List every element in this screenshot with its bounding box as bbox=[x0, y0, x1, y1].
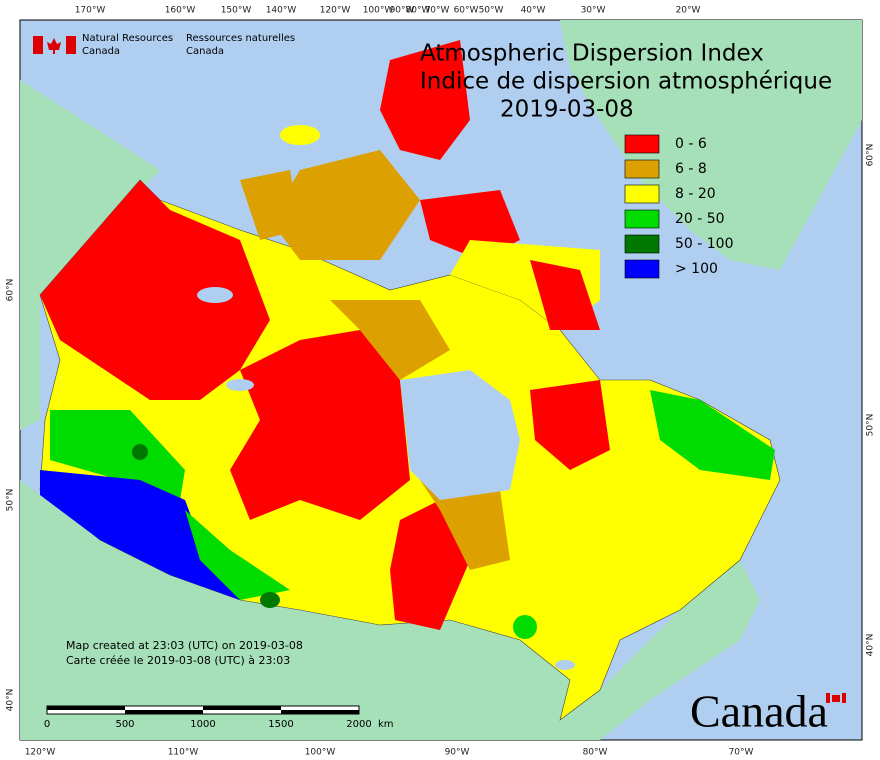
legend-swatch bbox=[624, 234, 660, 254]
legend-swatch bbox=[624, 209, 660, 229]
zone bbox=[650, 390, 775, 480]
legend-label: 50 - 100 bbox=[675, 236, 734, 252]
graticule-label: 90°W bbox=[390, 6, 415, 16]
zone bbox=[132, 444, 148, 460]
scale-label: 0 bbox=[44, 719, 50, 730]
title: Atmospheric Dispersion Index bbox=[420, 41, 764, 67]
note: Map created at 23:03 (UTC) on 2019-03-08 bbox=[66, 639, 303, 652]
graticule-label: 50°N bbox=[866, 414, 876, 437]
zone bbox=[185, 510, 290, 600]
zone bbox=[420, 480, 510, 570]
graticule-label: 40°N bbox=[866, 634, 876, 657]
scale-unit: km bbox=[378, 719, 394, 730]
flag-bar bbox=[66, 36, 76, 54]
zone bbox=[230, 330, 410, 520]
graticule-label: 70°W bbox=[425, 6, 450, 16]
legend-label: 20 - 50 bbox=[675, 211, 725, 227]
graticule-label: 100°W bbox=[305, 748, 336, 758]
dept-fr: Canada bbox=[186, 46, 224, 57]
scale-bar bbox=[203, 706, 281, 710]
basemap bbox=[20, 20, 862, 740]
legend-label: 0 - 6 bbox=[675, 136, 707, 152]
graticule-label: 30°W bbox=[581, 6, 606, 16]
scale-label: 1500 bbox=[268, 719, 293, 730]
legend-swatch bbox=[624, 134, 660, 154]
legend-swatch bbox=[624, 184, 660, 204]
graticule-label: 60°W bbox=[454, 6, 479, 16]
maple-leaf bbox=[47, 38, 61, 54]
graticule-label: 160°W bbox=[165, 6, 196, 16]
legend-swatch bbox=[624, 159, 660, 179]
graticule-label: 110°W bbox=[168, 748, 199, 758]
maple-leaf bbox=[832, 695, 840, 702]
graticule-label: 100°W bbox=[363, 6, 394, 16]
legend-label: 8 - 20 bbox=[675, 186, 716, 202]
zone bbox=[50, 410, 185, 500]
zone bbox=[390, 500, 470, 630]
graticule-label: 80°W bbox=[583, 748, 608, 758]
lake bbox=[226, 379, 254, 391]
zone bbox=[40, 180, 270, 400]
graticule-label: 60°N bbox=[6, 279, 16, 302]
hudson-bay bbox=[400, 370, 520, 500]
scale-label: 2000 bbox=[346, 719, 371, 730]
graticule-label: 80°W bbox=[406, 6, 431, 16]
title: Indice de dispersion atmosphérique bbox=[420, 69, 832, 95]
graticule-label: 50°N bbox=[6, 489, 16, 512]
graticule-label: 20°W bbox=[676, 6, 701, 16]
scale-label: 500 bbox=[115, 719, 134, 730]
legend-swatch bbox=[624, 259, 660, 279]
date: 2019-03-08 bbox=[500, 97, 634, 123]
dept-en: Canada bbox=[82, 46, 120, 57]
island bbox=[280, 125, 320, 145]
zone bbox=[40, 470, 240, 600]
flag-bar bbox=[33, 36, 43, 54]
graticule-label: 120°W bbox=[25, 748, 56, 758]
graticule-label: 70°W bbox=[729, 748, 754, 758]
graticule-label: 50°W bbox=[479, 6, 504, 16]
island bbox=[530, 260, 600, 330]
zone bbox=[530, 380, 610, 470]
flag-bar bbox=[842, 693, 846, 703]
dept-fr: Ressources naturelles bbox=[186, 33, 295, 44]
graticule-label: 170°W bbox=[75, 6, 106, 16]
usa bbox=[20, 480, 760, 740]
zone bbox=[513, 615, 537, 639]
graticule-label: 40°W bbox=[521, 6, 546, 16]
scale-bar bbox=[47, 706, 125, 710]
graticule-label: 150°W bbox=[221, 6, 252, 16]
island bbox=[240, 170, 300, 240]
graticule-label: 40°N bbox=[6, 689, 16, 712]
generated: 0 - 6 6 - 8 8 - 20 20 - 50 50 - 100 > 100 170°… bbox=[6, 6, 876, 758]
flag-bar bbox=[826, 693, 830, 703]
graticule-label: 140°W bbox=[266, 6, 297, 16]
scale-bar bbox=[281, 710, 359, 714]
wordmark: Canada bbox=[690, 686, 828, 737]
lake bbox=[555, 660, 575, 670]
zone bbox=[260, 592, 280, 608]
zone bbox=[330, 300, 450, 380]
island bbox=[270, 150, 420, 260]
scale-label: 1000 bbox=[190, 719, 215, 730]
legend-label: > 100 bbox=[675, 261, 718, 277]
legend-label: 6 - 8 bbox=[675, 161, 707, 177]
graticule-label: 120°W bbox=[320, 6, 351, 16]
graticule-label: 90°W bbox=[445, 748, 470, 758]
island bbox=[380, 40, 470, 160]
lake bbox=[197, 287, 233, 303]
note: Carte créée le 2019-03-08 (UTC) à 23:03 bbox=[66, 654, 290, 667]
dept-en: Natural Resources bbox=[82, 33, 173, 44]
alaska bbox=[20, 80, 160, 430]
scale-bar bbox=[125, 710, 203, 714]
greenland bbox=[560, 20, 862, 270]
graticule-label: 60°N bbox=[866, 144, 876, 167]
